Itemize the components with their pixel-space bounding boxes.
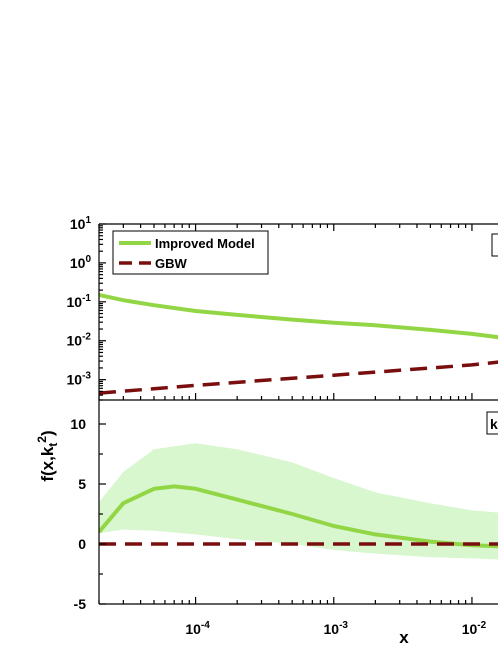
uncertainty-band — [99, 443, 498, 560]
x-tick-label: 10-4 — [185, 620, 210, 637]
bottom-right-box-label: k — [490, 416, 498, 432]
bottom-y-tick-label: -5 — [74, 596, 87, 612]
legend: Improved Model GBW k — [112, 230, 498, 435]
top-y-tick-label: 10-3 — [67, 371, 92, 388]
x-tick-label: 10-3 — [324, 620, 349, 637]
bottom-y-tick-label: 10 — [70, 416, 86, 432]
top-panel — [99, 293, 498, 395]
legend-label-1: GBW — [155, 256, 188, 271]
top-y-tick-label: 101 — [70, 215, 92, 232]
legend-label-0: Improved Model — [155, 236, 255, 251]
y-axis-label: f(x,kt2) — [35, 430, 60, 481]
top-y-tick-label: 100 — [70, 254, 92, 271]
axes-layer — [98, 223, 498, 605]
x-tick-label: 10-2 — [462, 620, 487, 637]
labels-layer: 101 100 10-1 10-2 10-3 -5 0 5 10 10-4 10-3 10-2 x f(x… — [35, 215, 487, 645]
top-y-tick-label: 10-2 — [67, 332, 92, 349]
bottom-right-box — [486, 411, 498, 435]
top-series-gbw — [99, 360, 498, 395]
bottom-y-tick-label: 0 — [78, 536, 86, 552]
top-series-improved-model — [99, 293, 498, 340]
top-y-tick-label: 10-1 — [67, 293, 92, 310]
x-axis-label: x — [399, 628, 409, 645]
legend-box — [112, 230, 269, 275]
bottom-series-improved-model — [99, 484, 498, 549]
bottom-panel — [99, 443, 498, 560]
bottom-y-tick-label: 5 — [78, 476, 86, 492]
top-right-box — [491, 233, 498, 257]
